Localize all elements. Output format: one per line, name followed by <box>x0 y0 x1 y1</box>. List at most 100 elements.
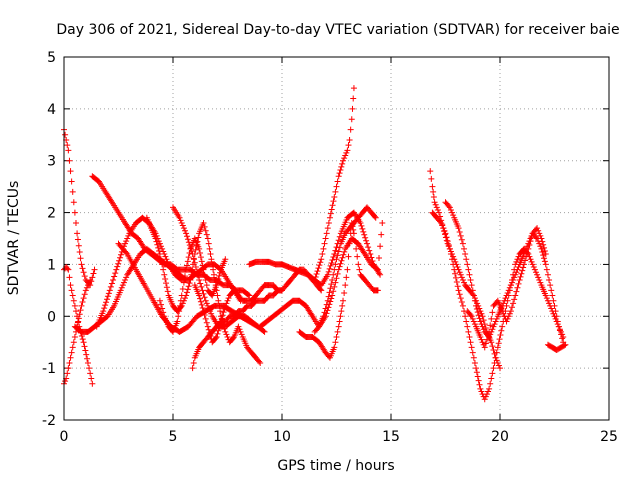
data-point <box>208 310 215 317</box>
data-point <box>340 297 347 304</box>
data-point <box>217 318 224 325</box>
data-point <box>431 199 438 206</box>
data-point <box>456 269 463 276</box>
data-point <box>237 328 244 335</box>
data-point <box>162 253 169 260</box>
data-point <box>210 271 217 278</box>
data-point <box>427 168 434 175</box>
data-point <box>117 251 124 258</box>
data-point <box>465 266 472 273</box>
data-point <box>326 265 333 272</box>
data-point <box>198 283 205 290</box>
data-point <box>561 342 568 349</box>
data-point <box>184 258 191 265</box>
data-point <box>107 283 114 290</box>
data-point <box>365 244 372 251</box>
data-point <box>340 157 347 164</box>
data-point <box>197 295 204 302</box>
y-tick-label: -2 <box>42 413 56 429</box>
data-point <box>318 287 325 294</box>
data-point <box>203 300 210 307</box>
data-point <box>238 331 245 338</box>
data-point <box>181 227 188 234</box>
data-point <box>456 291 463 298</box>
data-point <box>189 365 196 372</box>
grid <box>64 57 609 420</box>
data-point <box>225 295 232 302</box>
data-point <box>493 349 500 356</box>
data-point <box>216 324 223 331</box>
data-point <box>497 331 504 338</box>
data-point <box>196 276 203 283</box>
data-point <box>480 317 487 324</box>
data-point <box>524 249 531 256</box>
data-point <box>79 265 86 272</box>
data-point <box>74 236 81 243</box>
data-point <box>333 183 340 190</box>
series-arc-2 <box>61 264 96 387</box>
data-point <box>66 157 73 164</box>
data-point <box>106 287 113 294</box>
data-point <box>216 302 223 309</box>
data-point <box>186 242 193 249</box>
data-point <box>111 273 118 280</box>
data-point <box>200 308 207 315</box>
data-point <box>337 313 344 320</box>
data-point <box>464 261 471 268</box>
data-point <box>505 287 512 294</box>
data-point <box>202 276 209 283</box>
data-point <box>463 318 470 325</box>
data-point <box>108 197 115 204</box>
data-point <box>461 245 468 252</box>
data-point <box>67 168 74 175</box>
data-point <box>482 340 489 347</box>
data-point <box>190 255 197 262</box>
data-point <box>72 308 79 315</box>
data-point <box>378 231 385 238</box>
data-point <box>514 256 521 263</box>
data-point <box>198 301 205 308</box>
data-point <box>320 313 327 320</box>
data-point <box>78 261 85 268</box>
data-point <box>535 274 542 281</box>
data-point <box>326 289 333 296</box>
data-point <box>203 282 210 289</box>
data-point <box>528 258 535 265</box>
data-point <box>202 297 209 304</box>
data-point <box>184 233 191 240</box>
data-point <box>336 263 343 270</box>
data-point <box>160 309 167 316</box>
data-point <box>190 359 197 366</box>
data-point <box>542 292 549 299</box>
data-point <box>180 225 187 232</box>
data-point <box>506 310 513 317</box>
data-point <box>68 349 75 356</box>
data-point <box>468 344 475 351</box>
data-point <box>114 263 121 270</box>
data-point <box>519 267 526 274</box>
data-point <box>353 245 360 252</box>
data-point <box>156 297 163 304</box>
data-point <box>446 204 453 211</box>
data-point <box>480 326 487 333</box>
data-point <box>230 335 237 342</box>
data-point <box>338 163 345 170</box>
data-point <box>470 318 477 325</box>
data-point <box>209 261 216 268</box>
data-point <box>473 365 480 372</box>
data-point <box>77 255 84 262</box>
data-point <box>489 370 496 377</box>
data-point <box>204 302 211 309</box>
data-point <box>212 335 219 342</box>
data-point <box>202 315 209 322</box>
data-point <box>184 236 191 243</box>
series-arc-22 <box>544 341 569 353</box>
data-point <box>75 315 82 322</box>
data-point <box>490 346 497 353</box>
data-point <box>224 334 231 341</box>
data-point <box>522 257 529 264</box>
data-point <box>261 328 268 335</box>
data-point <box>185 239 192 246</box>
data-point <box>77 307 84 314</box>
data-point <box>540 252 547 259</box>
